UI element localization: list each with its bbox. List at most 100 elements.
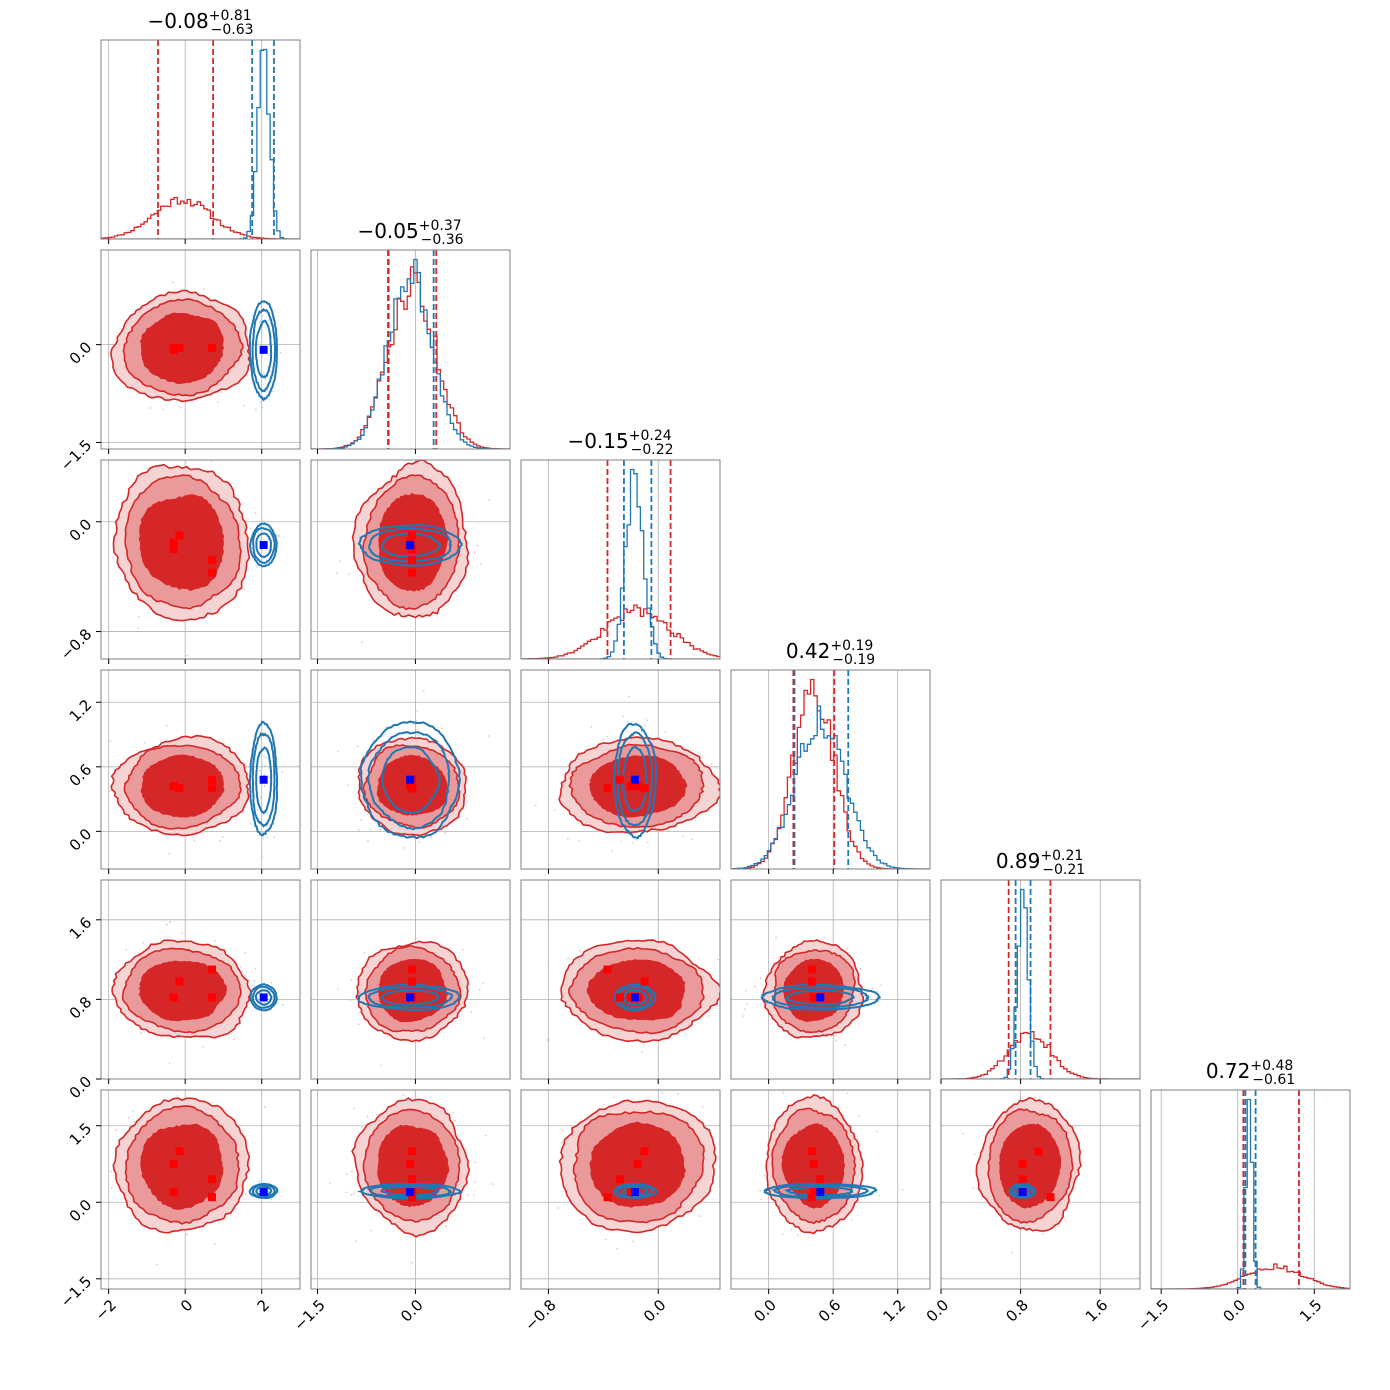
scatter-point-red (710, 763, 713, 765)
scatter-point-red (606, 735, 609, 738)
scatter-point-blue (430, 836, 432, 838)
contour-blue (770, 986, 870, 1009)
panel-5-2: −0.8 0.0 (520, 1089, 740, 1334)
scatter-point-blue (282, 1004, 284, 1006)
scatter-point-red (171, 281, 174, 284)
scatter-point-blue (273, 836, 276, 839)
scatter-point-red (358, 829, 360, 832)
scatter-point-red (603, 1103, 605, 1106)
contour-blue (251, 1184, 276, 1198)
scatter-point-red (179, 406, 182, 409)
contour-blue (368, 527, 453, 563)
truth-marker-blue (816, 1188, 825, 1197)
scatter-point-red (417, 734, 419, 736)
scatter-point-blue (626, 720, 629, 723)
scatter-point-red (590, 726, 593, 728)
y-tick-label: −1.5 (57, 1272, 95, 1310)
contour-blue (249, 522, 278, 568)
scatter-point-blue (260, 328, 263, 331)
scatter-point-red (561, 1129, 564, 1132)
truth-marker-blue (1018, 1188, 1027, 1197)
contour-red-1sigma (138, 960, 227, 1022)
scatter-point-red (547, 961, 550, 964)
truth-marker-blue (259, 345, 268, 354)
scatter-point-red (348, 573, 351, 576)
truth-marker-red (175, 343, 184, 352)
scatter-point-red (372, 739, 375, 742)
scatter-point-blue (628, 695, 631, 698)
truth-marker-blue (406, 541, 415, 550)
contour-blue (771, 1184, 870, 1199)
scatter-point-red (553, 809, 556, 811)
truth-marker-red (408, 977, 417, 986)
scatter-point-red (717, 958, 719, 961)
panel-frame (520, 879, 721, 1080)
panel-frame (310, 459, 511, 660)
truth-marker-red (633, 1159, 642, 1168)
scatter-point-red (271, 390, 274, 393)
scatter-point-red (790, 1228, 793, 1231)
scatter-point-red (682, 835, 685, 838)
scatter-point-red (244, 951, 247, 954)
contour-blue (762, 1182, 878, 1200)
scatter-point-red (876, 1130, 878, 1133)
truth-marker-red (169, 1188, 178, 1197)
contour-red-outer (355, 940, 469, 1043)
scatter-point-red (400, 434, 402, 436)
scatter-point-red (144, 741, 147, 744)
scatter-point-red (185, 654, 188, 657)
panel-3-0: 0.0 0.6 1.2 (66, 669, 301, 874)
scatter-point-red (351, 1170, 353, 1173)
scatter-point-blue (268, 823, 271, 826)
truth-marker-red (207, 965, 216, 974)
contour-blue (249, 983, 278, 1012)
truth-marker-red (626, 1188, 635, 1197)
scatter-point-blue (350, 1193, 353, 1196)
scatter-point-red (110, 1186, 113, 1189)
truth-marker-red (807, 1193, 816, 1202)
scatter-point-red (369, 828, 372, 831)
scatter-point-red (109, 1170, 112, 1173)
truth-marker-red (809, 993, 818, 1002)
scatter-point-red (707, 1015, 710, 1017)
histogram-red (101, 196, 300, 239)
contour-blue (251, 985, 276, 1009)
scatter-point-red (466, 817, 469, 820)
scatter-point-blue (258, 341, 260, 343)
truth-marker-red (633, 782, 642, 791)
x-tick-label: 1.2 (879, 1296, 909, 1326)
scatter-point-red (728, 774, 730, 776)
scatter-point-red (782, 1091, 785, 1094)
panel-4-2 (520, 879, 721, 1084)
panel-title: −0.08+0.81 −0.63 (147, 8, 253, 38)
scatter-point-red (474, 1161, 477, 1164)
truth-marker-red (169, 538, 178, 547)
contour-blue (357, 983, 461, 1011)
scatter-point-blue (620, 840, 623, 843)
panel-5-1: −1.5 0.0 (290, 1089, 511, 1334)
panel-frame (520, 459, 721, 660)
scatter-point-red (833, 1034, 836, 1037)
scatter-point-red (137, 616, 140, 618)
scatter-point-red (476, 544, 479, 547)
truth-marker-red (640, 784, 649, 793)
contour-red-outer (765, 1094, 864, 1235)
contour-red-outer (558, 1099, 717, 1234)
x-tick-label: 0.0 (750, 1296, 780, 1326)
scatter-point-red (985, 1124, 988, 1127)
scatter-point-red (613, 1096, 616, 1099)
x-tick-label: 1.5 (1296, 1296, 1326, 1326)
scatter-point-blue (263, 372, 265, 375)
panel-frame (100, 879, 301, 1080)
scatter-point-red (962, 1132, 965, 1135)
scatter-point-red (738, 1182, 740, 1184)
scatter-point-blue (259, 320, 262, 323)
panel-title: 0.72+0.48 −0.61 (1206, 1058, 1295, 1088)
truth-marker-red (603, 784, 612, 793)
contour-blue (356, 1182, 463, 1200)
y-tick-label: 0.8 (66, 993, 96, 1023)
contour-red-1sigma (140, 1123, 224, 1210)
scatter-point-red (219, 839, 221, 842)
contour-blue (1010, 1184, 1035, 1198)
